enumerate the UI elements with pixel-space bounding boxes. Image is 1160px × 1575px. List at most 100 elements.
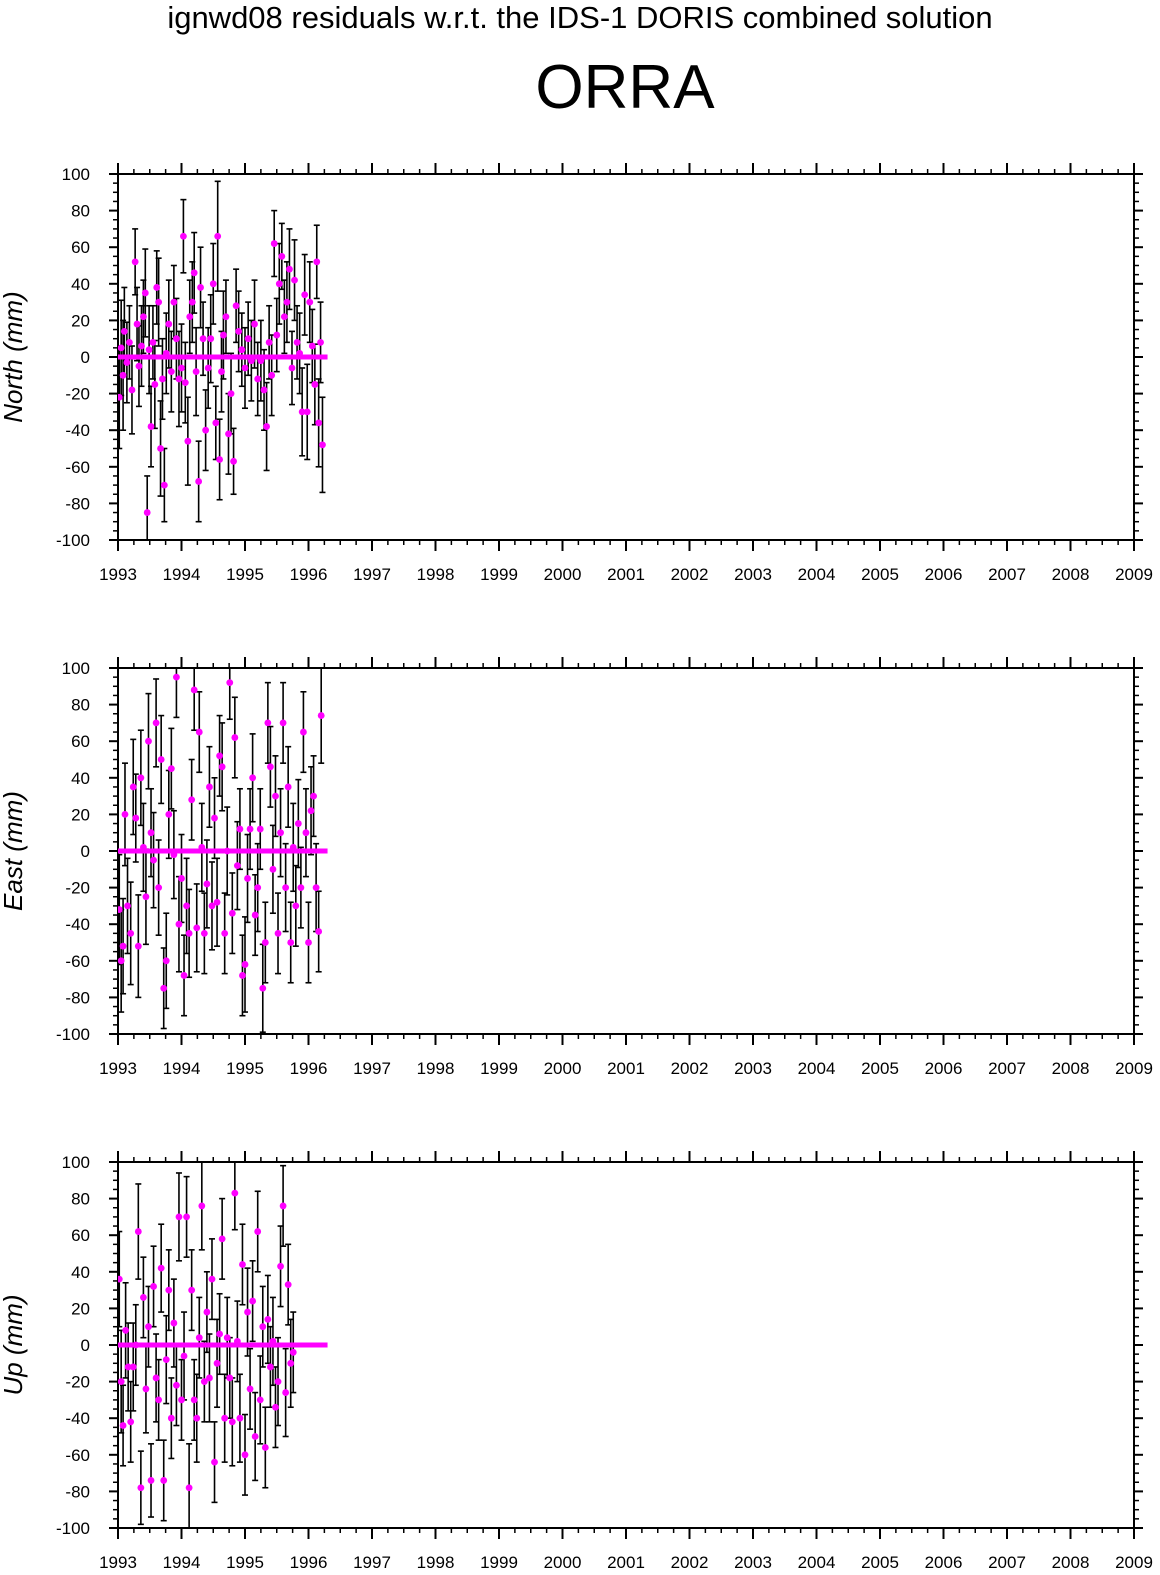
data-point bbox=[289, 1348, 297, 1356]
data-point bbox=[279, 1202, 287, 1210]
data-point bbox=[261, 939, 269, 946]
data-point bbox=[238, 346, 246, 354]
data-point bbox=[315, 419, 323, 427]
y-axis-title: East (mm) bbox=[0, 791, 28, 911]
data-point bbox=[206, 783, 213, 791]
x-tick-label: 2000 bbox=[544, 1553, 582, 1572]
x-tick-label: 2001 bbox=[607, 1059, 645, 1078]
data-point bbox=[185, 929, 193, 937]
y-tick-label: 20 bbox=[71, 805, 90, 824]
data-point bbox=[173, 1381, 180, 1389]
data-point bbox=[264, 719, 272, 727]
data-point bbox=[241, 1451, 249, 1459]
data-point bbox=[151, 381, 159, 388]
data-point bbox=[140, 1294, 147, 1301]
y-tick-label: -100 bbox=[56, 1025, 90, 1044]
data-point bbox=[160, 984, 168, 992]
x-tick-label: 1997 bbox=[353, 1059, 391, 1078]
x-tick-label: 2006 bbox=[925, 565, 963, 584]
x-tick-label: 2003 bbox=[734, 1059, 772, 1078]
data-point bbox=[244, 875, 251, 882]
data-point bbox=[128, 386, 136, 394]
data-point bbox=[239, 972, 246, 979]
data-point bbox=[147, 1477, 155, 1484]
data-point bbox=[155, 298, 163, 306]
data-point bbox=[254, 375, 262, 383]
data-point bbox=[284, 1281, 292, 1289]
page-title: ignwd08 residuals w.r.t. the IDS-1 DORIS… bbox=[167, 0, 993, 35]
data-point bbox=[193, 924, 201, 932]
data-point bbox=[273, 331, 281, 339]
x-tick-label: 1996 bbox=[290, 565, 328, 584]
y-tick-label: 60 bbox=[71, 238, 90, 257]
data-point bbox=[249, 774, 257, 782]
data-point bbox=[190, 269, 198, 277]
data-series bbox=[118, 180, 328, 541]
data-point bbox=[190, 1396, 198, 1404]
data-point bbox=[303, 408, 311, 416]
data-point bbox=[180, 972, 188, 979]
data-point bbox=[147, 829, 155, 837]
data-point bbox=[137, 774, 145, 782]
y-tick-label: 80 bbox=[71, 1190, 90, 1209]
x-tick-label: 2005 bbox=[861, 1553, 899, 1572]
data-point bbox=[293, 338, 301, 346]
east-panel: 1993 1994 1995 1996 1997 1998 1999 2000 2001 2002… bbox=[0, 657, 1153, 1078]
data-point bbox=[270, 240, 278, 247]
y-tick-label: -40 bbox=[65, 421, 90, 440]
data-point bbox=[160, 481, 168, 489]
y-tick-label: 20 bbox=[71, 311, 90, 330]
data-point bbox=[279, 719, 287, 727]
x-tick-label: 1994 bbox=[163, 1059, 201, 1078]
y-tick-label: -20 bbox=[65, 879, 90, 898]
x-tick-label: 2000 bbox=[544, 1059, 582, 1078]
data-point bbox=[233, 862, 241, 870]
data-point bbox=[118, 906, 123, 913]
x-tick-label: 2005 bbox=[861, 1059, 899, 1078]
data-point bbox=[310, 792, 317, 800]
x-tick-label: 2002 bbox=[671, 1059, 709, 1078]
data-point bbox=[165, 320, 173, 328]
data-point bbox=[198, 843, 206, 851]
data-point bbox=[170, 1319, 178, 1327]
data-point bbox=[292, 902, 300, 910]
data-point bbox=[317, 338, 324, 346]
data-point bbox=[235, 327, 243, 335]
data-point bbox=[223, 1334, 231, 1342]
data-point bbox=[118, 344, 125, 352]
data-point bbox=[259, 984, 267, 992]
x-tick-label: 2008 bbox=[1052, 565, 1090, 584]
data-point bbox=[220, 331, 227, 339]
y-tick-label: 40 bbox=[71, 1263, 90, 1282]
data-point bbox=[135, 362, 143, 370]
data-point bbox=[249, 1297, 257, 1305]
data-point bbox=[218, 368, 225, 376]
data-point bbox=[232, 302, 240, 310]
data-point bbox=[145, 346, 153, 354]
data-point bbox=[178, 875, 185, 882]
x-tick-label: 2003 bbox=[734, 565, 772, 584]
data-point bbox=[183, 902, 190, 910]
data-point bbox=[141, 289, 149, 297]
data-point bbox=[236, 825, 244, 833]
data-point bbox=[118, 957, 125, 965]
data-point bbox=[173, 673, 180, 681]
data-point bbox=[225, 430, 232, 438]
data-point bbox=[157, 756, 165, 763]
y-tick-label: 80 bbox=[71, 202, 90, 221]
data-point bbox=[178, 364, 185, 372]
x-tick-label: 2008 bbox=[1052, 1059, 1090, 1078]
y-tick-label: -60 bbox=[65, 952, 90, 971]
data-point bbox=[150, 1283, 157, 1290]
y-tick-label: 0 bbox=[81, 348, 90, 367]
x-tick-label: 1998 bbox=[417, 1059, 455, 1078]
data-point bbox=[247, 357, 255, 365]
x-tick-label: 1995 bbox=[226, 1553, 264, 1572]
y-tick-label: 100 bbox=[62, 165, 90, 184]
data-series bbox=[118, 1161, 328, 1529]
data-point bbox=[208, 1275, 216, 1283]
data-series bbox=[118, 667, 328, 1033]
data-point bbox=[297, 884, 305, 891]
data-point bbox=[167, 1414, 175, 1422]
